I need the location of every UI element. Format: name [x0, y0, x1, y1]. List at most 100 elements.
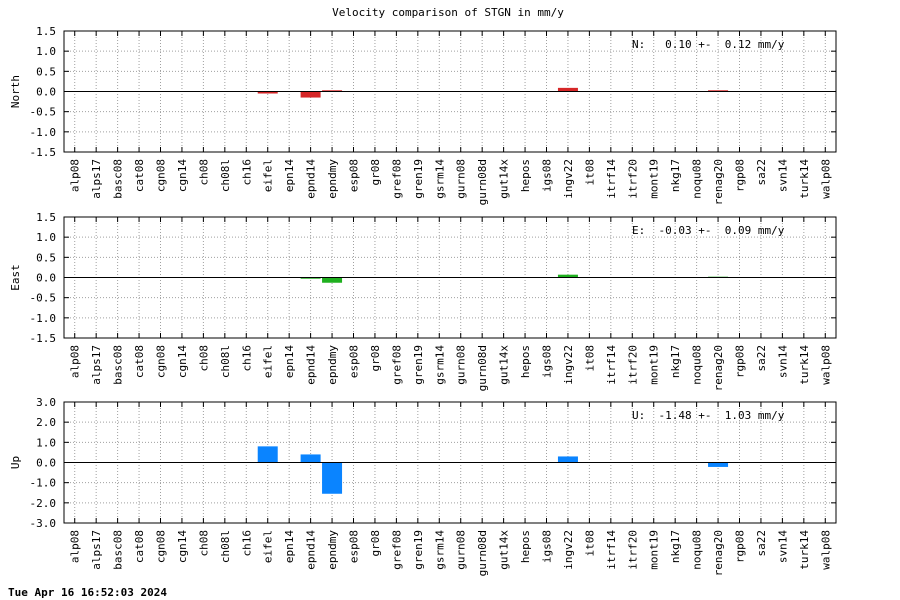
- bar-eifel: [257, 91, 278, 94]
- xtick-label: alps17: [90, 530, 103, 570]
- xtick-label: gurn08d: [476, 159, 489, 205]
- xtick-label: alp08: [69, 159, 82, 192]
- xtick-label: esp08: [348, 159, 361, 192]
- ytick-label: 0.0: [36, 457, 56, 470]
- xtick-label: ch08l: [219, 530, 232, 563]
- ytick-label: -3.0: [30, 517, 57, 530]
- xtick-label: turk14: [798, 530, 811, 570]
- ytick-label: 2.0: [36, 416, 56, 429]
- xtick-label: itrf14: [605, 345, 618, 385]
- xtick-label: sa22: [755, 159, 768, 186]
- xtick-label: cat08: [133, 345, 146, 378]
- panels-group: 1.5 1.0 0.5 0.0 -0.5 -1.0 -1.5 alp08 alps17 basc0…: [9, 25, 837, 576]
- xtick-label: epndmy: [326, 159, 339, 199]
- xtick-label: itrf20: [626, 159, 639, 199]
- ytick-label: -1.0: [30, 477, 57, 490]
- xtick-label: cgn14: [176, 530, 189, 563]
- xtick-label: cat08: [133, 159, 146, 192]
- timestamp-footer: Tue Apr 16 16:52:03 2024: [8, 586, 167, 599]
- xtick-label: renag20: [712, 345, 725, 391]
- xtick-label: gref08: [390, 530, 403, 570]
- xtick-label: epnd14: [305, 159, 318, 199]
- panel-up: 3.0 2.0 1.0 0.0 -1.0 -2.0 -3.0 alp08 alps17 basc0…: [9, 396, 837, 576]
- xtick-label: gut14x: [498, 530, 511, 570]
- xtick-label: hepos: [519, 530, 532, 563]
- xtick-label: cgn14: [176, 159, 189, 192]
- xtick-label: epn14: [283, 530, 296, 563]
- ytick-label: 0.0: [36, 86, 56, 99]
- ytick-label: 0.5: [36, 251, 56, 264]
- xtick-label: renag20: [712, 159, 725, 205]
- xtick-label: it08: [583, 345, 596, 372]
- ytick-label: 0.5: [36, 65, 56, 78]
- xtick-label: basc08: [112, 530, 125, 570]
- xtick-label: gren19: [412, 530, 425, 570]
- bar-epnd14: [300, 454, 321, 463]
- chart-title: Velocity comparison of STGN in mm/y: [332, 6, 564, 19]
- xtick-label: svn14: [776, 159, 789, 192]
- xtick-label: noqu08: [691, 530, 704, 570]
- xtick-label: ch08l: [219, 345, 232, 378]
- bar-eifel: [257, 446, 278, 463]
- xtick-label: hepos: [519, 159, 532, 192]
- xtick-label: mont19: [648, 159, 661, 199]
- ytick-label: 3.0: [36, 396, 56, 409]
- xtick-label: alp08: [69, 530, 82, 563]
- xtick-label: gsrm14: [433, 159, 446, 199]
- xtick-label: itrf14: [605, 159, 618, 199]
- xtick-label: ch16: [240, 530, 253, 557]
- xtick-label: gren19: [412, 345, 425, 385]
- xtick-label: cat08: [133, 530, 146, 563]
- bar-epnd14: [300, 91, 321, 98]
- xtick-label: eifel: [262, 345, 275, 378]
- xtick-label: gut14x: [498, 159, 511, 199]
- xtick-label: epndmy: [326, 345, 339, 385]
- xtick-label: sa22: [755, 345, 768, 372]
- bar-epndmy: [322, 462, 343, 494]
- xtick-label: nkg17: [669, 345, 682, 378]
- y-axis-label: Up: [9, 456, 22, 469]
- xtick-label: rgp08: [734, 345, 747, 378]
- xtick-label: renag20: [712, 530, 725, 576]
- bar-renag20: [708, 462, 729, 467]
- y-axis-label: East: [9, 264, 22, 291]
- xtick-label: nkg17: [669, 159, 682, 192]
- xtick-label: sa22: [755, 530, 768, 557]
- ytick-label: -1.5: [30, 146, 57, 159]
- xtick-label: noqu08: [691, 159, 704, 199]
- stats-annotation: E: -0.03 +- 0.09 mm/y: [632, 224, 785, 237]
- xtick-label: nkg17: [669, 530, 682, 563]
- stats-annotation: N: 0.10 +- 0.12 mm/y: [632, 38, 785, 51]
- xtick-label: epn14: [283, 159, 296, 192]
- xtick-label: ch16: [240, 345, 253, 372]
- xtick-label: gsrm14: [433, 345, 446, 385]
- xtick-label: mont19: [648, 530, 661, 570]
- xtick-label: it08: [583, 530, 596, 557]
- ytick-label: 1.0: [36, 436, 56, 449]
- xtick-label: esp08: [348, 345, 361, 378]
- xtick-label: igs08: [541, 345, 554, 378]
- xtick-label: igs08: [541, 530, 554, 563]
- ytick-label: -0.5: [30, 292, 57, 305]
- ytick-label: 0.0: [36, 272, 56, 285]
- xtick-label: gr08: [369, 159, 382, 186]
- xtick-label: esp08: [348, 530, 361, 563]
- xtick-label: rgp08: [734, 159, 747, 192]
- bar-ingv22: [557, 274, 578, 278]
- xtick-label: walp08: [819, 530, 832, 570]
- xtick-label: gref08: [390, 159, 403, 199]
- xtick-label: walp08: [819, 345, 832, 385]
- stats-annotation: U: -1.48 +- 1.03 mm/y: [632, 409, 785, 422]
- xtick-label: alps17: [90, 345, 103, 385]
- xtick-label: turk14: [798, 159, 811, 199]
- ytick-label: -1.0: [30, 312, 57, 325]
- xtick-label: gr08: [369, 345, 382, 372]
- xtick-label: gsrm14: [433, 530, 446, 570]
- xtick-label: basc08: [112, 345, 125, 385]
- xtick-label: gurn08d: [476, 345, 489, 391]
- xtick-label: gut14x: [498, 345, 511, 385]
- bar-epndmy: [322, 277, 343, 283]
- bar-ingv22: [557, 456, 578, 463]
- xtick-label: hepos: [519, 345, 532, 378]
